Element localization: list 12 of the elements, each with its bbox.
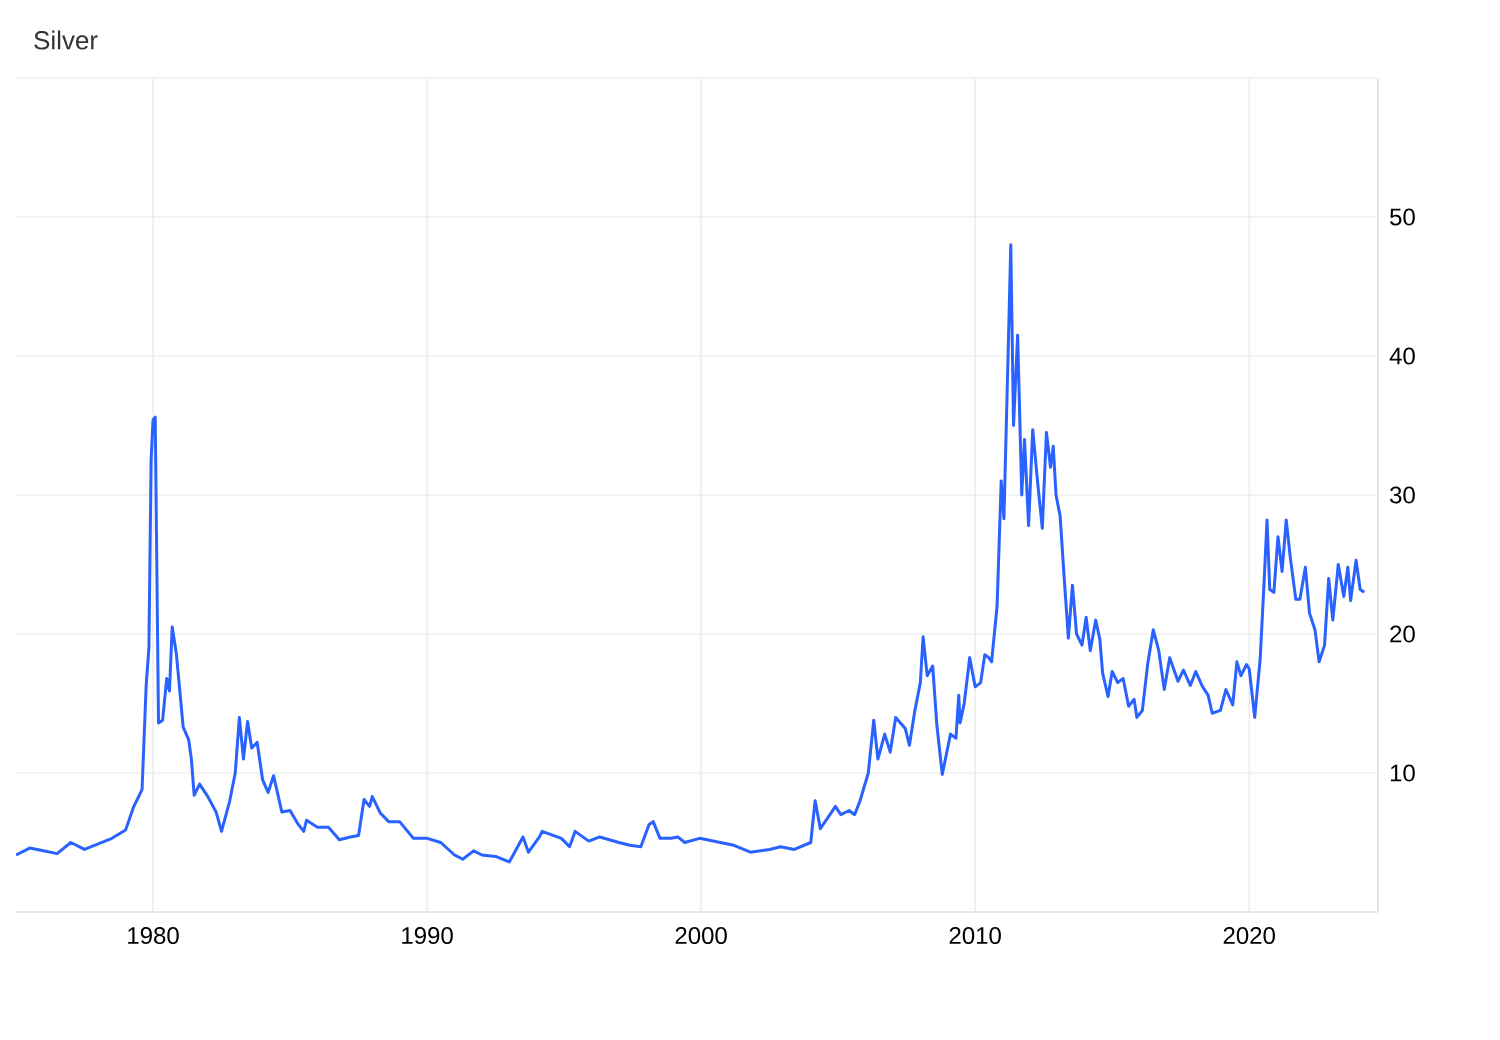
x-tick-label: 2000 [675, 927, 727, 945]
y-tick-label: 50 [1390, 208, 1415, 226]
x-tick-label: 1980 [128, 927, 179, 945]
chart-title: Silver [34, 30, 98, 50]
y-tick-label: 40 [1389, 347, 1415, 365]
y-tick-label: 10 [1390, 764, 1415, 782]
x-tick-label: 2020 [1223, 927, 1275, 945]
x-tick-label: 2010 [949, 927, 1001, 945]
line-series [16, 243, 1366, 864]
x-tick-label: 1990 [402, 927, 453, 945]
y-tick-label: 20 [1390, 625, 1415, 643]
y-tick-label: 30 [1389, 486, 1415, 504]
